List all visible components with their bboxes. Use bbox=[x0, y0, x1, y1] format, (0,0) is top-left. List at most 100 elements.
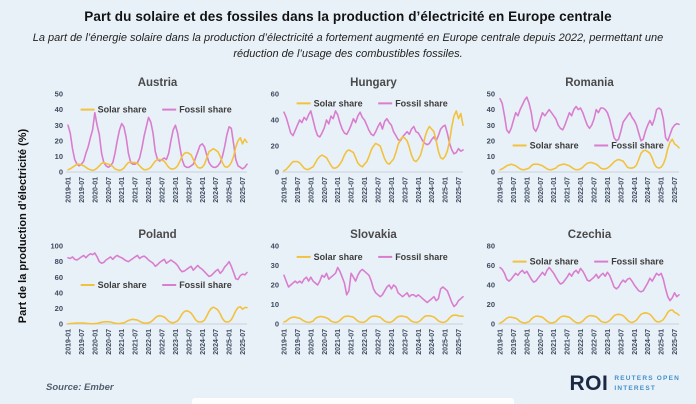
x-tick-label: 2024-01 bbox=[416, 177, 423, 203]
x-tick-label: 2024-01 bbox=[632, 329, 639, 355]
y-tick-label: 40 bbox=[271, 116, 279, 125]
y-tick-label: 60 bbox=[55, 273, 63, 282]
x-tick-label: 2020-01 bbox=[308, 329, 315, 355]
x-tick-label: 2019-01 bbox=[66, 177, 73, 203]
panel-title: Austria bbox=[138, 77, 178, 89]
source-note: Source: Ember bbox=[46, 382, 114, 393]
chart-panel-austria: Austria 0 10 20 30 40 50 2019-01 2019-07 2020-01 2… bbox=[55, 77, 248, 203]
x-tick-label: 2025-07 bbox=[672, 329, 679, 355]
y-tick-label: 20 bbox=[271, 142, 279, 151]
x-tick-label: 2022-07 bbox=[375, 329, 382, 355]
x-tick-label: 2019-07 bbox=[295, 177, 302, 203]
legend-label: Solar share bbox=[314, 98, 363, 108]
x-tick-label: 2022-01 bbox=[578, 329, 585, 355]
x-tick-label: 2021-01 bbox=[119, 329, 126, 355]
x-tick-label: 2025-01 bbox=[443, 177, 450, 203]
solar-line bbox=[499, 309, 680, 324]
x-tick-label: 2025-07 bbox=[456, 177, 463, 203]
x-tick-label: 2023-07 bbox=[186, 177, 193, 203]
panel-title: Poland bbox=[138, 229, 176, 241]
y-axis-label: Part de la production d’électricité (%) bbox=[17, 128, 29, 324]
bottom-edge-sliver bbox=[192, 398, 514, 404]
legend-label: Solar share bbox=[98, 280, 147, 290]
x-tick-label: 2023-01 bbox=[389, 177, 396, 203]
x-tick-label: 2022-07 bbox=[159, 177, 166, 203]
x-tick-label: 2021-01 bbox=[335, 177, 342, 203]
chart-panel-poland: Poland 0 20 40 60 80 100 2019-01 2019-07 2020-01 2… bbox=[50, 229, 248, 355]
x-tick-label: 2024-07 bbox=[213, 329, 220, 355]
x-tick-label: 2020-01 bbox=[524, 329, 531, 355]
legend-label: Solar share bbox=[98, 105, 147, 115]
x-tick-label: 2022-07 bbox=[591, 177, 598, 203]
solar-line bbox=[499, 138, 680, 171]
y-tick-label: 50 bbox=[55, 90, 63, 99]
x-tick-label: 2019-01 bbox=[66, 329, 73, 355]
x-tick-label: 2023-01 bbox=[605, 329, 612, 355]
fossil-line bbox=[499, 266, 680, 302]
x-tick-label: 2020-07 bbox=[538, 177, 545, 203]
x-tick-label: 2019-01 bbox=[282, 329, 289, 355]
x-tick-label: 2021-01 bbox=[119, 177, 126, 203]
x-tick-label: 2024-07 bbox=[645, 329, 652, 355]
legend-label: Solar share bbox=[530, 257, 579, 267]
x-tick-label: 2022-07 bbox=[591, 329, 598, 355]
legend-label: Fossil share bbox=[395, 252, 448, 262]
y-tick-label: 80 bbox=[55, 257, 63, 266]
x-tick-label: 2025-01 bbox=[227, 177, 234, 203]
y-tick-label: 10 bbox=[55, 152, 63, 161]
x-tick-label: 2025-07 bbox=[672, 177, 679, 203]
x-tick-label: 2024-07 bbox=[429, 177, 436, 203]
charts-grid: Austria 0 10 20 30 40 50 2019-01 2019-07 2020-01 2… bbox=[36, 74, 684, 378]
y-tick-label: 20 bbox=[487, 136, 495, 145]
chart-panel-slovakia: Slovakia 0 10 20 30 40 2019-01 2019-07 2020-01 20… bbox=[271, 229, 464, 355]
roi-logo-mark: ROI bbox=[569, 372, 609, 395]
x-tick-label: 2021-07 bbox=[133, 177, 140, 203]
x-tick-label: 2024-01 bbox=[200, 177, 207, 203]
x-tick-label: 2021-01 bbox=[551, 329, 558, 355]
y-tick-label: 80 bbox=[487, 242, 495, 251]
x-tick-label: 2025-01 bbox=[659, 177, 666, 203]
y-tick-label: 10 bbox=[487, 152, 495, 161]
x-tick-label: 2021-07 bbox=[133, 329, 140, 355]
y-tick-label: 0 bbox=[59, 168, 63, 177]
x-tick-label: 2023-07 bbox=[618, 329, 625, 355]
x-tick-label: 2020-07 bbox=[106, 177, 113, 203]
x-tick-label: 2024-07 bbox=[429, 329, 436, 355]
x-tick-label: 2024-07 bbox=[213, 177, 220, 203]
y-tick-label: 50 bbox=[487, 90, 495, 99]
y-tick-label: 30 bbox=[271, 261, 279, 270]
fossil-line bbox=[499, 96, 680, 142]
y-tick-label: 60 bbox=[487, 261, 495, 270]
x-tick-label: 2023-07 bbox=[402, 177, 409, 203]
x-tick-label: 2021-07 bbox=[349, 177, 356, 203]
x-tick-label: 2023-07 bbox=[402, 329, 409, 355]
chart-panel-hungary: Hungary 0 20 40 60 2019-01 2019-07 2020-01 2020-… bbox=[271, 77, 464, 203]
x-tick-label: 2025-01 bbox=[659, 329, 666, 355]
solar-line bbox=[67, 136, 248, 172]
solar-line bbox=[283, 110, 464, 172]
x-tick-label: 2019-07 bbox=[511, 329, 518, 355]
y-tick-label: 10 bbox=[271, 300, 279, 309]
x-tick-label: 2020-01 bbox=[308, 177, 315, 203]
legend-label: Solar share bbox=[530, 140, 579, 150]
x-tick-label: 2022-01 bbox=[578, 177, 585, 203]
legend-label: Solar share bbox=[314, 252, 363, 262]
legend-label: Fossil share bbox=[611, 140, 664, 150]
legend-label: Fossil share bbox=[179, 105, 232, 115]
roi-logo: ROI REUTERS OPEN INTEREST bbox=[569, 372, 680, 396]
y-tick-label: 20 bbox=[271, 281, 279, 290]
y-tick-label: 30 bbox=[487, 121, 495, 130]
fossil-line bbox=[283, 266, 464, 308]
x-tick-label: 2024-01 bbox=[416, 329, 423, 355]
panel-title: Hungary bbox=[350, 77, 397, 89]
y-tick-label: 0 bbox=[491, 320, 495, 329]
x-tick-label: 2025-07 bbox=[240, 329, 247, 355]
x-tick-label: 2020-07 bbox=[106, 329, 113, 355]
x-tick-label: 2020-01 bbox=[92, 177, 99, 203]
x-tick-label: 2021-07 bbox=[565, 177, 572, 203]
chart-footer: Source: Ember ROI REUTERS OPEN INTEREST bbox=[0, 372, 696, 400]
y-tick-label: 0 bbox=[491, 168, 495, 177]
x-tick-label: 2024-07 bbox=[645, 177, 652, 203]
solar-line bbox=[67, 306, 248, 325]
